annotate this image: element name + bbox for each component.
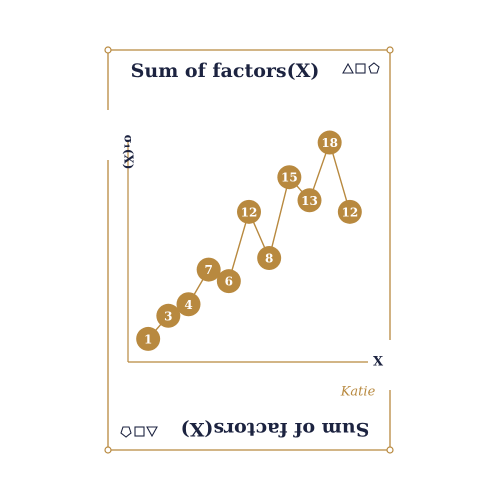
- data-point: [257, 246, 282, 271]
- card-title: Sum of factors(X): [131, 60, 320, 82]
- data-point: [196, 257, 221, 282]
- data-label: 7: [204, 263, 212, 277]
- data-point: [297, 188, 322, 213]
- frame-corner: [104, 446, 112, 454]
- y-axis-label: σ₁(X): [122, 135, 136, 170]
- data-point: [337, 199, 362, 224]
- data-label: 15: [281, 171, 298, 185]
- frame-corner: [386, 446, 394, 454]
- triangle-icon: [146, 426, 158, 438]
- signature: Katie: [340, 385, 376, 400]
- frame-corner: [104, 46, 112, 54]
- data-point: [277, 165, 302, 190]
- header-backdrop: [115, 56, 385, 88]
- pentagon-icon: [120, 426, 132, 438]
- data-label: 8: [265, 252, 273, 266]
- header-backdrop: [115, 412, 385, 444]
- data-label: 6: [225, 275, 233, 289]
- data-point: [237, 199, 261, 224]
- data-label: 12: [241, 205, 258, 219]
- square-icon: [134, 426, 145, 437]
- data-label: 1: [144, 332, 152, 346]
- data-point: [156, 303, 181, 328]
- data-label: 4: [184, 298, 192, 312]
- square-icon: [355, 63, 366, 74]
- card-frame: [104, 46, 394, 454]
- card-title-mirrored: Sum of factors(X): [181, 418, 370, 440]
- data-point: [216, 269, 241, 294]
- x-axis-label: X: [373, 355, 384, 370]
- pentagon-icon: [368, 62, 380, 74]
- data-label: 3: [164, 309, 172, 323]
- header-top: Sum of factors(X): [115, 56, 385, 88]
- data-point: [176, 292, 201, 317]
- frame-corner: [386, 46, 394, 54]
- data-point: [136, 326, 161, 351]
- triangle-icon: [342, 62, 354, 74]
- data-label: 18: [321, 136, 338, 150]
- data-point: [317, 130, 342, 155]
- data-label: 13: [301, 194, 318, 208]
- header-bottom: Sum of factors(X): [115, 412, 385, 444]
- data-label: 12: [341, 205, 358, 219]
